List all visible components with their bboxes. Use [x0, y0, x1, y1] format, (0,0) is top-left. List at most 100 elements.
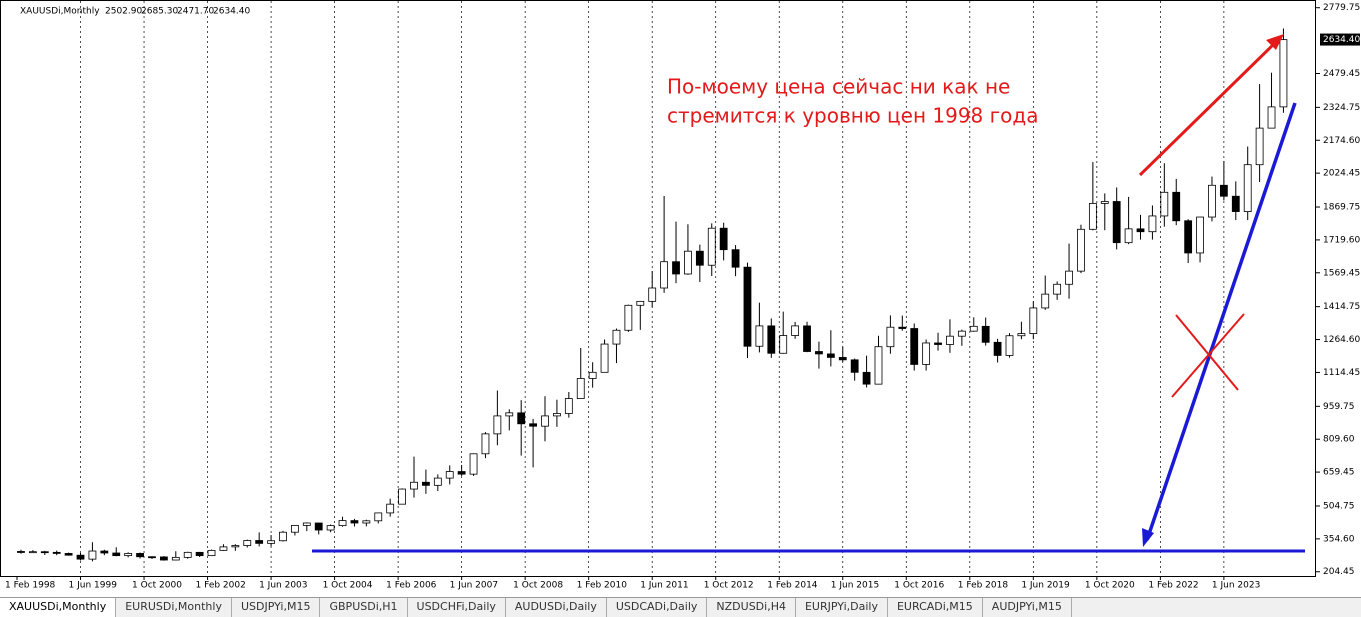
candle-body: [1255, 127, 1264, 166]
candle-body: [910, 328, 919, 365]
y-tick-label: 2024.45: [1323, 169, 1360, 179]
y-tick-label: 1869.75: [1323, 203, 1360, 213]
tab[interactable]: NZDUSDi,H4: [707, 598, 796, 617]
tab[interactable]: AUDUSDi,Daily: [506, 598, 607, 617]
cross: [1171, 313, 1245, 398]
y-tick-label: 1569.45: [1323, 268, 1360, 278]
x-tick-label: 1 Jun 2011: [640, 581, 688, 591]
red-arrow: [1138, 38, 1280, 177]
y-tick-label: 1719.60: [1323, 235, 1360, 245]
candle-body: [88, 550, 97, 560]
candle-body: [457, 471, 466, 475]
candle-body: [850, 359, 859, 373]
tab[interactable]: USDJPYi,M15: [232, 598, 321, 617]
candle-body: [791, 325, 800, 336]
candle-body: [1184, 220, 1193, 254]
candle-body: [719, 227, 728, 251]
tab[interactable]: EURJPYi,Daily: [796, 598, 888, 617]
candle-body: [993, 341, 1002, 356]
candle-body: [1267, 106, 1276, 129]
x-tick-label: 1 Feb 2014: [767, 581, 818, 591]
tab[interactable]: AUDJPYi,M15: [983, 598, 1072, 617]
candle-body: [1136, 228, 1145, 233]
candle-body: [493, 415, 502, 435]
candle-body: [481, 433, 490, 455]
blue-arrow: [1145, 102, 1297, 541]
candle-body: [529, 423, 537, 427]
symbol: XAUUSDi,Monthly: [20, 7, 100, 17]
candle-body: [1088, 203, 1097, 230]
candle-body: [1077, 228, 1085, 272]
x-tick-label: 1 Oct 2020: [1085, 581, 1135, 591]
candle-body: [707, 227, 716, 266]
x-tick-label: 1 Jun 2023: [1212, 581, 1260, 591]
chart: XAUUSDi,Monthly 2502.902685.302471.70263…: [0, 0, 1360, 591]
candle-body: [838, 357, 847, 361]
candle-body: [1279, 39, 1288, 108]
plot-frame: [0, 0, 1316, 577]
x-tick-label: 1 Jun 2019: [1021, 581, 1070, 591]
candle-body: [1029, 307, 1038, 334]
candle-body: [624, 304, 633, 331]
candles: [17, 28, 1288, 562]
y-tick-label: 1114.45: [1323, 368, 1360, 378]
candle-body: [767, 325, 776, 354]
candle-body: [612, 329, 621, 345]
candle-body: [600, 343, 609, 373]
tab[interactable]: GBPUSDi,H1: [320, 598, 408, 617]
tab[interactable]: USDCHFi,Daily: [408, 598, 506, 617]
candle-body: [1124, 228, 1133, 244]
tab[interactable]: XAUUSDi,Monthly: [0, 598, 117, 617]
y-tick-label: 1414.75: [1323, 302, 1360, 312]
candle-body: [553, 413, 561, 417]
y-tick-label: 959.75: [1323, 402, 1355, 412]
candle-body: [803, 325, 811, 352]
candle-body: [1160, 191, 1169, 217]
candle-body: [76, 554, 85, 560]
y-tick-label: 2324.75: [1323, 103, 1360, 113]
y-tick-label: 204.45: [1323, 567, 1355, 577]
y-tick-label: 2779.75: [1323, 3, 1360, 13]
candle-body: [1196, 216, 1204, 254]
candle-body: [934, 342, 942, 345]
grid: [80, 1, 1225, 576]
annotation: По-моему цена сейчас ни как не: [667, 75, 1010, 99]
x-tick-label: 1 Jun 2015: [831, 581, 879, 591]
current-price-label: 2634.40: [1323, 35, 1360, 45]
candle-body: [731, 249, 740, 268]
candle-body: [1053, 283, 1062, 295]
candle-body: [231, 545, 240, 548]
tab[interactable]: USDCADi,Daily: [607, 598, 708, 617]
x-tick-label: 1 Jun 2007: [450, 581, 498, 591]
tab[interactable]: EURUSDi,Monthly: [116, 598, 232, 617]
price-axis: 2779.75 2479.45 2324.75 2174.60 2024.45 1869.…: [5, 3, 1360, 590]
candle-body: [1041, 293, 1050, 309]
candle-body: [374, 512, 383, 522]
candle-body: [1231, 195, 1240, 212]
x-tick-label: 1 Feb 2022: [1148, 581, 1198, 591]
candle-body: [517, 412, 526, 425]
x-tick-label: 1 Jun 1999: [69, 581, 118, 591]
candle-body: [398, 488, 406, 505]
x-tick-label: 1 Feb 2018: [958, 581, 1009, 591]
candle-body: [17, 551, 25, 553]
candle-body: [302, 522, 311, 526]
candle-body: [588, 371, 597, 379]
ohlc-value: 2502.90: [105, 7, 142, 17]
tab[interactable]: EURCADi,M15: [888, 598, 983, 617]
candle-body: [1243, 164, 1252, 212]
candle-body: [350, 520, 359, 524]
candle-body: [1017, 333, 1026, 337]
candle-body: [898, 326, 907, 329]
candle-body: [564, 398, 573, 414]
candle-body: [422, 481, 430, 486]
candle-body: [1005, 335, 1014, 356]
candle-body: [695, 250, 704, 266]
candle-body: [981, 325, 990, 343]
candle-body: [100, 550, 109, 554]
candle-body: [505, 412, 514, 417]
ohlc-value: 2634.40: [213, 7, 250, 17]
candle-body: [469, 453, 478, 475]
candle-body: [314, 522, 323, 531]
